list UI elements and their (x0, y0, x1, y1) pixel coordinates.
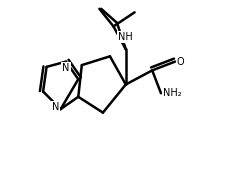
Text: N: N (51, 102, 59, 112)
Text: N: N (62, 63, 70, 73)
Text: NH: NH (118, 32, 133, 42)
Text: O: O (177, 57, 184, 67)
Text: NH₂: NH₂ (163, 88, 181, 98)
